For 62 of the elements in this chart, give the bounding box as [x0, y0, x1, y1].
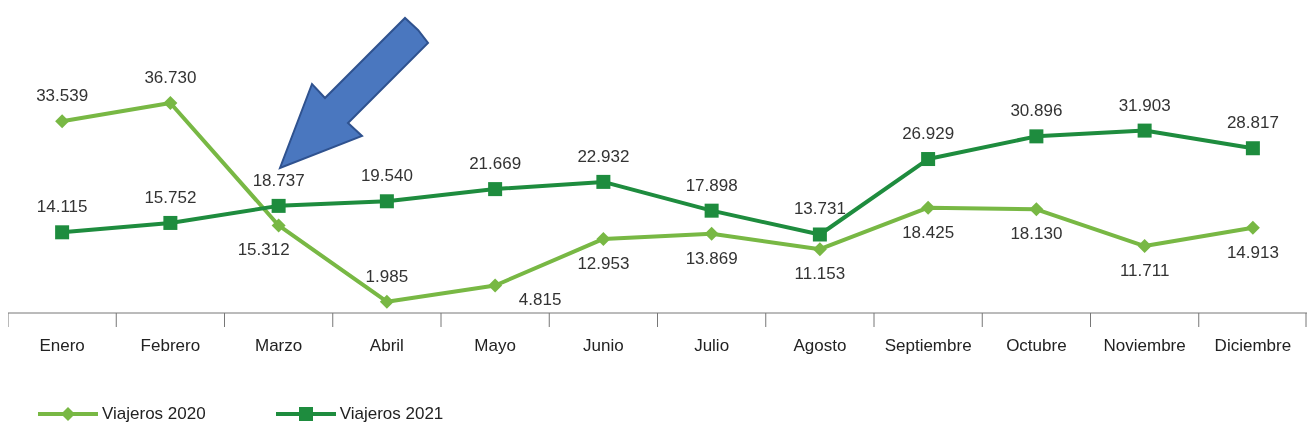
data-label: 26.929	[902, 124, 955, 144]
point	[379, 194, 394, 209]
data-label: 19.540	[360, 166, 413, 186]
data-label: 13.869	[685, 248, 738, 268]
point	[163, 96, 178, 110]
x-tick-label: Diciembre	[1214, 336, 1292, 355]
x-tick-label: Junio	[583, 336, 624, 355]
data-label: 12.953	[577, 253, 630, 273]
x-tick-label: Agosto	[793, 336, 847, 355]
data-label: 15.312	[237, 240, 290, 260]
x-tick-label: Abril	[369, 336, 404, 355]
data-label: 13.731	[793, 199, 846, 219]
data-label: 14.115	[36, 197, 88, 217]
data-label: 18.130	[1010, 224, 1063, 244]
x-tick-label: Julio	[694, 336, 730, 355]
data-label: 21.669	[469, 154, 522, 174]
data-label: 11.711	[1119, 261, 1170, 281]
data-label: 15.752	[144, 187, 197, 207]
x-tick-label: Noviembre	[1103, 336, 1186, 355]
point	[1137, 123, 1152, 138]
data-label: 14.913	[1226, 242, 1279, 262]
data-label: 18.737	[252, 170, 305, 190]
x-tick-label: Febrero	[140, 336, 201, 355]
data-label: 1.985	[365, 266, 409, 286]
point	[1245, 141, 1260, 156]
point	[55, 114, 70, 129]
point	[704, 226, 719, 241]
data-label: 30.896	[1010, 101, 1063, 121]
point	[488, 278, 503, 293]
data-label: 33.539	[36, 86, 89, 106]
point	[812, 242, 827, 257]
point	[921, 152, 936, 167]
point	[704, 203, 719, 218]
point	[921, 200, 936, 215]
point	[488, 182, 503, 197]
point	[1137, 239, 1152, 254]
x-tick-label: Enero	[39, 336, 85, 355]
point	[55, 225, 70, 240]
data-label: 22.932	[577, 146, 630, 166]
legend-label: Viajeros 2021	[339, 404, 444, 424]
x-tick-label: Marzo	[255, 336, 303, 355]
data-label: 18.425	[902, 222, 955, 242]
x-tick-label: Mayo	[474, 336, 516, 355]
x-tick-label: Octubre	[1006, 336, 1067, 355]
data-label: 31.903	[1118, 95, 1171, 115]
data-label: 4.815	[518, 290, 562, 310]
data-label: 36.730	[144, 68, 197, 87]
point	[271, 218, 286, 233]
legend-label: Viajeros 2020	[102, 404, 206, 424]
point	[596, 174, 611, 189]
point	[163, 215, 178, 230]
data-label: 17.898	[685, 175, 738, 195]
x-tick-label: Septiembre	[884, 336, 972, 355]
point	[271, 198, 286, 213]
point	[596, 231, 611, 246]
point	[379, 294, 394, 309]
point	[1029, 129, 1044, 144]
data-label: 11.153	[794, 264, 846, 284]
point	[1029, 202, 1044, 217]
data-label: 28.817	[1226, 113, 1279, 133]
point	[1245, 220, 1260, 235]
point	[812, 227, 827, 242]
